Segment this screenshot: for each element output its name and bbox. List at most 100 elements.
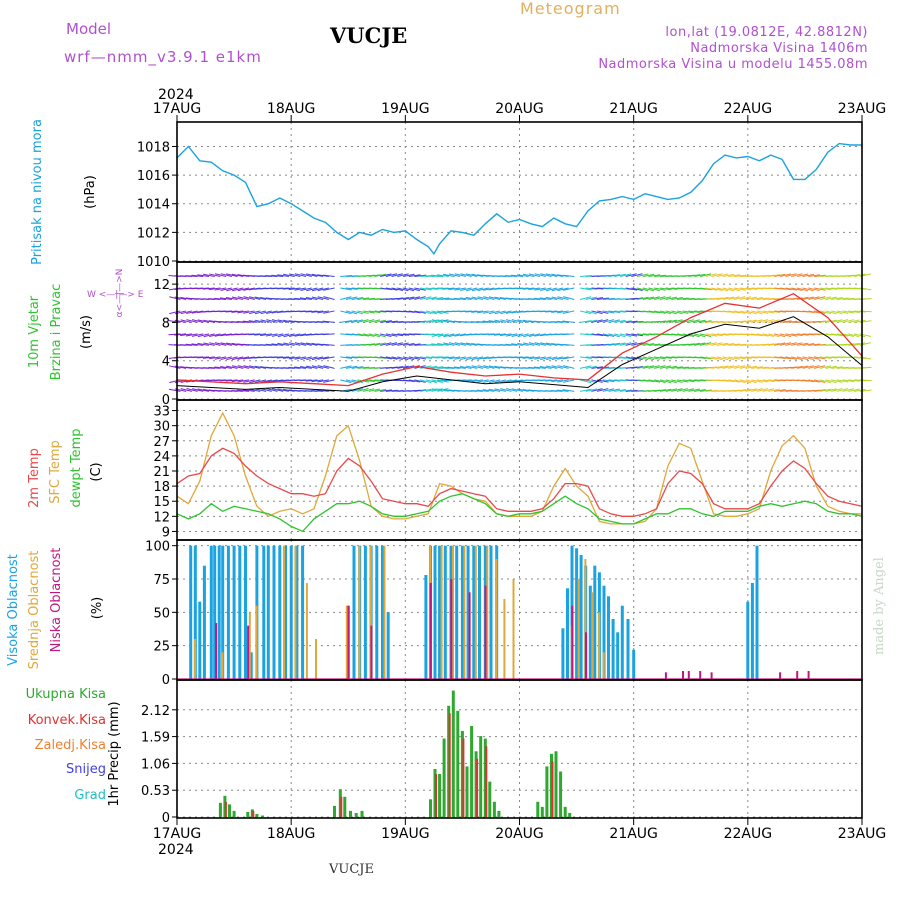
x-tick-label-bottom: 23AUG — [838, 826, 887, 842]
wind-arrow — [773, 342, 786, 346]
wind-arrow — [420, 356, 432, 359]
wind-arrow — [774, 310, 786, 313]
wind-arrow — [460, 342, 472, 346]
wind-arrow — [465, 379, 478, 382]
wind-arrow — [688, 310, 701, 314]
total-precip-bar — [218, 802, 222, 817]
wind-arrow — [391, 273, 403, 277]
wind-arrow — [443, 342, 455, 346]
wind-arrow — [385, 333, 398, 337]
wind-arrow — [614, 333, 626, 338]
wind-arrow — [756, 297, 769, 300]
wind-arrow — [385, 287, 398, 291]
wind-arrow — [556, 389, 569, 392]
wind-arrow — [454, 273, 466, 277]
wind-arrow — [300, 273, 312, 277]
x-tick-label-bottom: 17AUG — [153, 826, 202, 842]
wind-arrow — [711, 365, 723, 369]
wind-arrow — [294, 333, 307, 337]
wind-arrow — [488, 365, 501, 369]
wind-arrow — [219, 310, 232, 313]
wind-arrow — [579, 287, 592, 291]
wind-arrow — [659, 379, 672, 384]
wind-arrow — [825, 310, 837, 315]
wind-arrow — [311, 356, 324, 361]
wind-arrow — [831, 366, 843, 369]
wind-arrow — [768, 310, 781, 313]
total-precip-bar — [438, 774, 442, 817]
wind-arrow — [848, 342, 860, 346]
wind-arrow — [385, 273, 398, 277]
temperature-y-tick-label: 30 — [153, 420, 170, 435]
wind-arrow — [762, 310, 775, 314]
wind-arrow — [265, 275, 278, 277]
wind-arrow — [745, 379, 757, 384]
wind-arrow — [305, 365, 318, 369]
wind-arrow — [785, 366, 798, 369]
wind-arrow — [214, 287, 227, 291]
wind-arrow — [722, 273, 735, 277]
wind-arrow — [408, 287, 421, 292]
wind-arrow — [682, 297, 695, 300]
high-cloud-bar — [284, 545, 287, 679]
high-cloud-bar — [266, 545, 270, 679]
wind-arrow — [169, 310, 181, 315]
wind-arrow — [540, 287, 552, 291]
wind-arrow — [477, 287, 489, 292]
wind-arrow — [539, 379, 552, 382]
wind-arrow — [516, 274, 529, 277]
wind-compass-side: α<—|—>N — [115, 269, 125, 318]
wind-arrow — [671, 333, 684, 337]
wind-arrow — [562, 287, 575, 291]
total-precip-bar — [497, 810, 501, 817]
wind-arrow — [237, 287, 250, 292]
wind-arrow — [562, 310, 575, 314]
wind-arrow — [431, 356, 444, 359]
wind-arrow — [608, 310, 621, 314]
wind-arrow — [402, 342, 415, 346]
wind-arrow — [260, 388, 272, 392]
wind-arrow — [836, 319, 849, 323]
wind-arrow — [380, 320, 392, 323]
altitude-text: Nadmorska Visina 1406m — [690, 41, 868, 56]
wind-arrow — [345, 356, 358, 359]
wind-arrow — [237, 356, 250, 360]
wind-arrow — [420, 296, 432, 300]
wind-arrow — [694, 273, 706, 277]
total-precip-bar — [228, 804, 231, 817]
wind-arrow — [751, 297, 763, 300]
model-altitude-text: Nadmorska Visina u modelu 1455.08m — [598, 57, 868, 72]
wind-arrow — [557, 296, 569, 300]
wind-arrow — [551, 356, 564, 361]
clouds-y-tick-label: 25 — [153, 640, 170, 655]
wind-arrow — [785, 273, 797, 277]
high-cloud-bar — [217, 545, 221, 679]
wind-arrow — [288, 356, 301, 360]
mid-cloud-bar — [577, 579, 580, 679]
wind-arrow — [768, 342, 780, 346]
wind-arrow — [745, 356, 758, 359]
wind-arrow — [745, 296, 757, 300]
wind-arrow — [591, 310, 603, 315]
wind-arrow — [694, 388, 706, 392]
wind-arrow — [739, 356, 752, 359]
wind-arrow — [197, 274, 210, 277]
wind-arrow — [665, 310, 677, 315]
low-cloud-bar — [347, 605, 350, 679]
wind-ylabel-sub: Brzina i Pravac — [49, 284, 64, 381]
wind-arrow — [500, 379, 512, 383]
wind-arrow — [442, 356, 455, 359]
wind-arrow — [825, 296, 837, 300]
wind-arrow — [374, 333, 386, 338]
wind-arrow — [340, 356, 353, 359]
total-precip-bar — [354, 813, 358, 817]
wind-arrow — [288, 287, 301, 291]
wind-arrow — [220, 297, 232, 300]
wind-arrow — [391, 333, 404, 337]
wind-arrow — [191, 343, 204, 346]
wind-arrow — [659, 287, 672, 291]
precip-legend-item: Snijeg — [66, 762, 106, 777]
low-cloud-bar — [664, 672, 667, 679]
wind-arrow — [214, 366, 227, 369]
